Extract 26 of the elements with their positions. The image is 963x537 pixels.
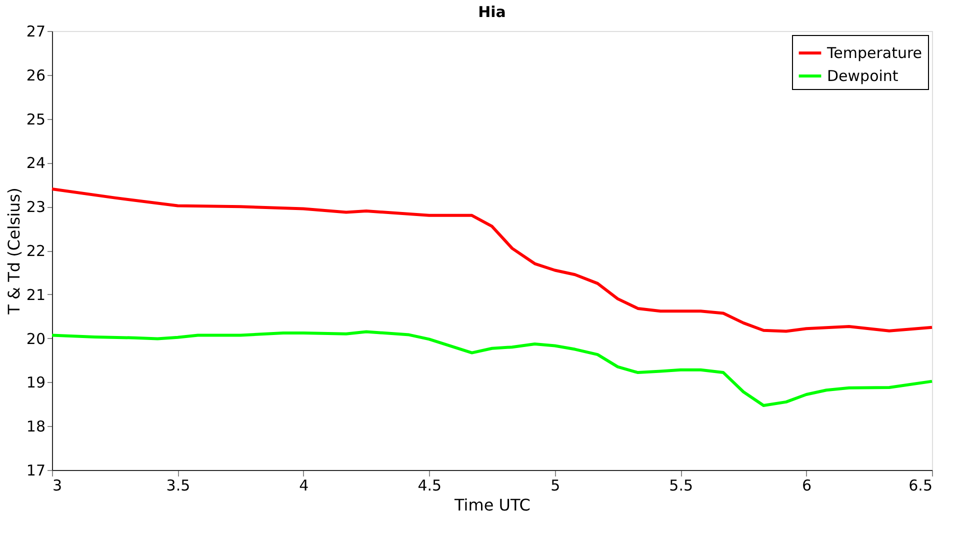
y-tick-label: 19: [26, 374, 46, 392]
x-tick-label: 4.5: [418, 476, 442, 494]
x-tick-label: 3.5: [166, 476, 190, 494]
y-tick-label: 23: [26, 198, 46, 216]
y-tick-label: 24: [26, 154, 46, 172]
y-tick-label: 21: [26, 286, 46, 304]
legend-label: Dewpoint: [827, 67, 898, 85]
y-tick-label: 25: [26, 110, 46, 128]
y-tick-label: 27: [26, 22, 46, 40]
x-tick-label: 4: [299, 476, 309, 494]
y-tick-label: 26: [26, 66, 46, 84]
x-tick-label: 6: [802, 476, 812, 494]
y-axis-title: T & Td (Celsius): [4, 188, 24, 316]
x-tick-label: 5.5: [669, 476, 693, 494]
x-axis-title: Time UTC: [454, 496, 530, 514]
y-tick-label: 17: [26, 462, 46, 480]
x-tick-label: 5: [550, 476, 560, 494]
line-series: [50, 188, 934, 333]
y-tick-label: 22: [26, 242, 46, 260]
chart-title: Hia: [478, 3, 506, 21]
x-tick-label: 3: [52, 476, 62, 494]
y-tick-label: 18: [26, 418, 46, 436]
legend-label: Temperature: [826, 44, 922, 62]
x-tick-label: 6.5: [908, 476, 932, 494]
y-tick-label: 20: [26, 330, 46, 348]
line-series: [50, 330, 934, 407]
